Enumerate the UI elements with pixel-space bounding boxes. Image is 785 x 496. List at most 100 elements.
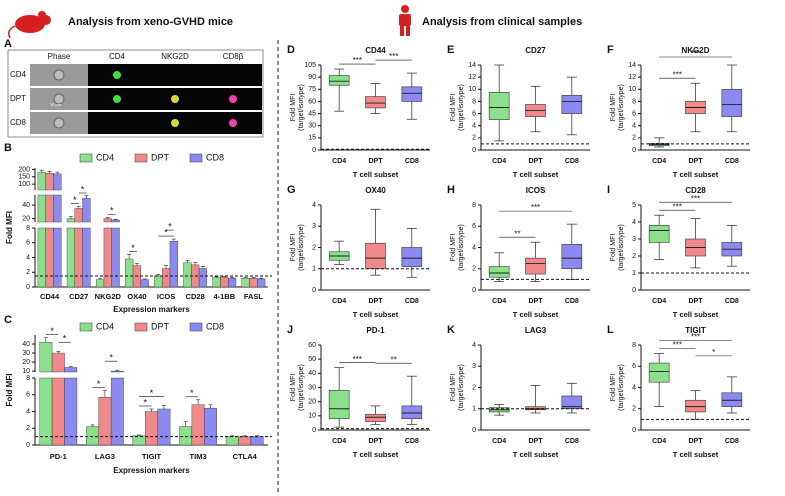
bar [111,219,120,223]
panel-label: F [607,44,614,56]
sig-label: *** [673,70,682,79]
sig-label: *** [389,52,398,61]
panel-label: H [447,184,455,196]
y-tick-label: 0 [632,427,636,434]
fluor-cell [171,119,179,127]
x-axis-label: T cell subset [513,450,559,459]
sig-label: *** [673,341,682,350]
sig-label: *** [691,49,700,58]
sig-label: * [131,243,135,253]
x-tick-label: NKG2D [95,292,122,301]
y-tick-label: 30 [22,350,30,357]
y-tick-label: 30 [308,123,316,130]
x-tick-label: CD4 [332,298,346,305]
box [721,392,743,407]
sig-label: *** [691,333,700,342]
chart-title: PD-1 [366,326,385,335]
row-header: CD8 [10,118,27,127]
x-tick-label: DPT [689,158,704,165]
y-tick-label: 5 [632,202,636,209]
sig-label: * [50,326,54,336]
x-axis-label: T cell subset [353,450,399,459]
y-tick-label: 0 [312,147,316,154]
bar [140,279,149,288]
y-tick-label: 6 [26,392,30,399]
y-tick-label: 6 [26,240,30,247]
bar [86,426,99,446]
y-tick-label: 20 [22,215,30,222]
chart-title: TIGIT [685,326,706,335]
sig-label: * [109,353,113,363]
legend-label: CD8 [206,321,224,331]
y-tick-label: 4 [472,342,476,349]
bar [161,268,171,288]
bar [53,227,62,288]
legend-swatch [189,153,203,163]
y-axis-label: Fold MFI [290,234,297,262]
y-tick-label: 75 [308,86,316,93]
box [365,242,386,270]
y-axis-label: (target/isotype) [458,84,465,131]
y-axis-label: Fold MFI [290,374,297,402]
bar [169,241,178,288]
box [648,362,670,383]
sig-label: * [81,184,85,194]
y-axis-label: (target/isotype) [618,84,625,131]
y-tick-label: 3 [312,223,316,230]
bar [257,278,266,288]
y-axis-label: Fold MFI [450,374,457,402]
y-tick-label: 6 [472,223,476,230]
chart-title: CD27 [525,46,546,55]
x-tick-label: CD4 [492,158,506,165]
box [328,390,350,419]
bar [250,436,264,446]
sig-label: * [144,397,148,407]
x-tick-label: CD27 [69,292,88,301]
y-axis-label: Fold MFI [610,94,617,122]
y-axis-label: Fold MFI [610,234,617,262]
column-header: CD4 [109,52,126,61]
x-tick-label: CD8 [725,158,739,165]
bar [111,227,120,288]
bar [74,227,83,288]
sig-label: * [168,221,172,231]
y-tick-label: 4 [632,219,636,226]
x-tick-label: CD4 [492,438,506,445]
y-axis-label: (target/isotype) [298,84,305,131]
box [561,95,583,114]
y-tick-label: 4 [632,384,636,391]
legend-swatch [79,153,93,163]
x-tick-label: CD8 [405,438,419,445]
y-axis-label: (target/isotype) [618,224,625,271]
y-tick-label: 0 [472,427,476,434]
fluor-cell [229,119,237,127]
legend-swatch [79,322,93,332]
y-tick-label: 0 [632,287,636,294]
panel-label: E [447,44,454,56]
y-tick-label: 4 [312,202,316,209]
x-tick-label: TIGIT [142,452,162,461]
legend-label: CD4 [96,152,114,162]
sig-label: * [712,348,715,357]
legend-swatch [134,322,148,332]
bar [110,377,124,446]
right-title: Analysis from clinical samples [422,16,582,28]
column-header: CD8β [223,52,244,61]
bar [249,277,258,288]
box [525,257,546,275]
x-tick-label: ICOS [157,292,175,301]
y-tick-label: 15 [308,135,316,142]
y-tick-label: 2 [472,384,476,391]
y-tick-label: 3 [632,236,636,243]
bar [212,277,221,288]
y-tick-label: 8 [472,98,476,105]
legend-label: CD8 [206,152,224,162]
panel-label: I [607,184,610,196]
bar [227,277,237,288]
x-tick-label: CD44 [40,292,60,301]
bar [45,194,54,223]
y-tick-label: 8 [26,225,30,232]
box [488,92,510,120]
row-header: DPT [10,94,26,103]
x-tick-label: DPT [369,438,384,445]
